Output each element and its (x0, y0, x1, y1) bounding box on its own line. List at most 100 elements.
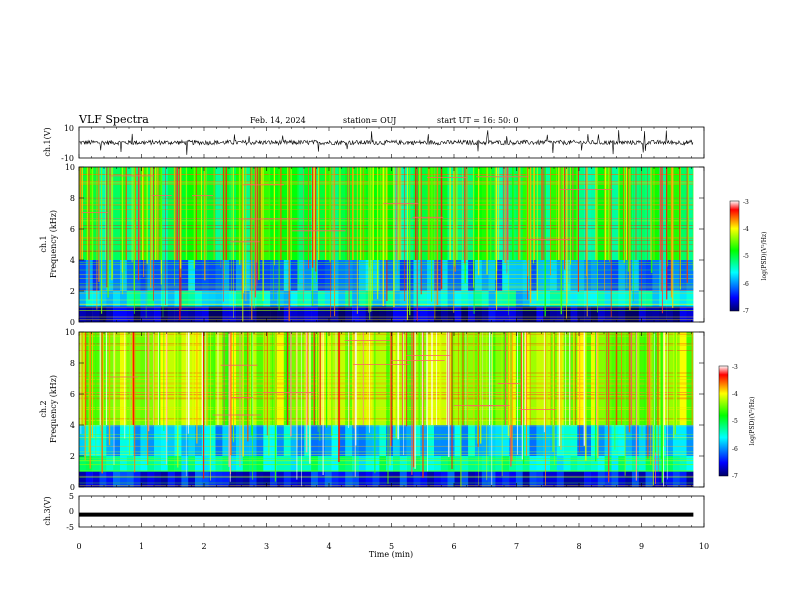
spectrogram-cell (488, 291, 496, 307)
spectrogram-cell (270, 425, 278, 456)
spectrogram-cell (242, 425, 250, 456)
spectrogram-cell (297, 291, 305, 307)
spectrogram-cell (543, 471, 551, 487)
spectrogram-cell (427, 471, 435, 487)
spectrogram-cell (133, 425, 141, 456)
spectrogram-cell (529, 456, 537, 472)
spectrogram-cell (365, 456, 373, 472)
spectrogram-cell (522, 456, 530, 472)
spectrogram-cell (338, 471, 346, 487)
spectrogram-cell (242, 306, 250, 322)
spectrogram-cell (515, 291, 523, 307)
spectrogram-cell (563, 332, 571, 425)
spectrogram-cell (263, 306, 271, 322)
spectrogram-cell (311, 306, 319, 322)
spectrogram-cell (345, 306, 353, 322)
ch3-waveform-frame (78, 495, 705, 528)
spectrogram-cell (249, 306, 257, 322)
spectrogram-cell (331, 471, 339, 487)
spectrogram-cell (242, 167, 250, 260)
spectrogram-cell (515, 260, 523, 291)
spectrogram-cell (611, 167, 619, 260)
spectrogram-cell (447, 291, 455, 307)
spectrogram-cell (126, 425, 134, 456)
spectrogram-cell (283, 471, 291, 487)
spectrogram-cell (618, 456, 626, 472)
spectrogram-cell (263, 260, 271, 291)
ch3-ytick-mid: 0 (69, 507, 74, 516)
spectrogram-cell (536, 456, 544, 472)
spectrogram-cell (365, 291, 373, 307)
spectrogram-cell (597, 260, 605, 291)
spectrogram-cell (113, 332, 121, 425)
ch1-spec-ylabel: Frequency (kHz) (49, 210, 58, 278)
spectrogram-cell (140, 291, 148, 307)
spectrogram-cell (420, 456, 428, 472)
spectrogram-cell (324, 260, 332, 291)
spectrogram-cell (174, 291, 182, 307)
spectrogram-cell (372, 260, 380, 291)
spectrogram-cell (666, 332, 674, 425)
spectrogram-cell (160, 291, 168, 307)
spectrogram-cell (181, 456, 189, 472)
spectrogram-cell (133, 167, 141, 260)
spectrogram-cell (420, 471, 428, 487)
spectrogram-cell (120, 471, 128, 487)
x-tick-label: 6 (451, 542, 456, 551)
ch1-colorbar (729, 200, 740, 312)
spectrogram-cell (201, 456, 209, 472)
spectrogram-cell (311, 291, 319, 307)
spectrogram-cell (645, 456, 653, 472)
spectrogram-cell (597, 456, 605, 472)
spectrogram-cell (420, 425, 428, 456)
spectrogram-cell (304, 471, 312, 487)
spectrogram-cell (625, 306, 633, 322)
spectrogram-cell (481, 471, 489, 487)
spectrogram-cell (440, 471, 448, 487)
spectrogram-cell (311, 425, 319, 456)
spectrogram-cell (652, 291, 660, 307)
spectrogram-cell (591, 306, 599, 322)
spectrogram-cell (222, 425, 230, 456)
spectrogram-cell (406, 425, 414, 456)
spectrogram-cell (331, 456, 339, 472)
spectrogram-cell (577, 332, 585, 425)
ch1-spec-channel-label: ch.1 (39, 235, 48, 252)
spectrogram-cell (79, 291, 87, 307)
spectrogram-cell (140, 306, 148, 322)
spectrogram-cell (440, 260, 448, 291)
spectrogram-cell (461, 425, 469, 456)
spectrogram-cell (468, 471, 476, 487)
spectrogram-cell (434, 471, 442, 487)
spectrogram-cell (440, 306, 448, 322)
spectrogram-cell (372, 306, 380, 322)
spectrogram-cell (570, 425, 578, 456)
spectrogram-cell (174, 260, 182, 291)
spectrogram-cell (543, 425, 551, 456)
spectrogram-cell (229, 260, 237, 291)
spectrogram-cell (236, 332, 244, 425)
spectrogram-cell (386, 291, 394, 307)
spectrogram-cell (324, 306, 332, 322)
spectrogram-cell (447, 167, 455, 260)
spectrogram-cell (686, 425, 694, 456)
spectrogram-cell (229, 306, 237, 322)
spectrogram-cell (277, 471, 285, 487)
spectrogram-cell (618, 167, 626, 260)
spectrogram-cell (133, 306, 141, 322)
spectrogram-cell (277, 260, 285, 291)
spectrogram-cell (440, 332, 448, 425)
spectrogram-cell (577, 425, 585, 456)
spectrogram-cell (502, 291, 510, 307)
start-time-label: start UT = 16: 50: 0 (437, 116, 518, 125)
spectrogram-cell (358, 291, 366, 307)
spectrogram-cell (126, 291, 134, 307)
spectrogram-cell (277, 332, 285, 425)
spectrogram-cell (604, 306, 612, 322)
spectrogram-cell (625, 471, 633, 487)
spectrogram-cell (529, 260, 537, 291)
spectrogram-cell (311, 260, 319, 291)
spectrogram-cell (399, 471, 407, 487)
spectrogram-cell (577, 471, 585, 487)
spectrogram-cell (638, 260, 646, 291)
